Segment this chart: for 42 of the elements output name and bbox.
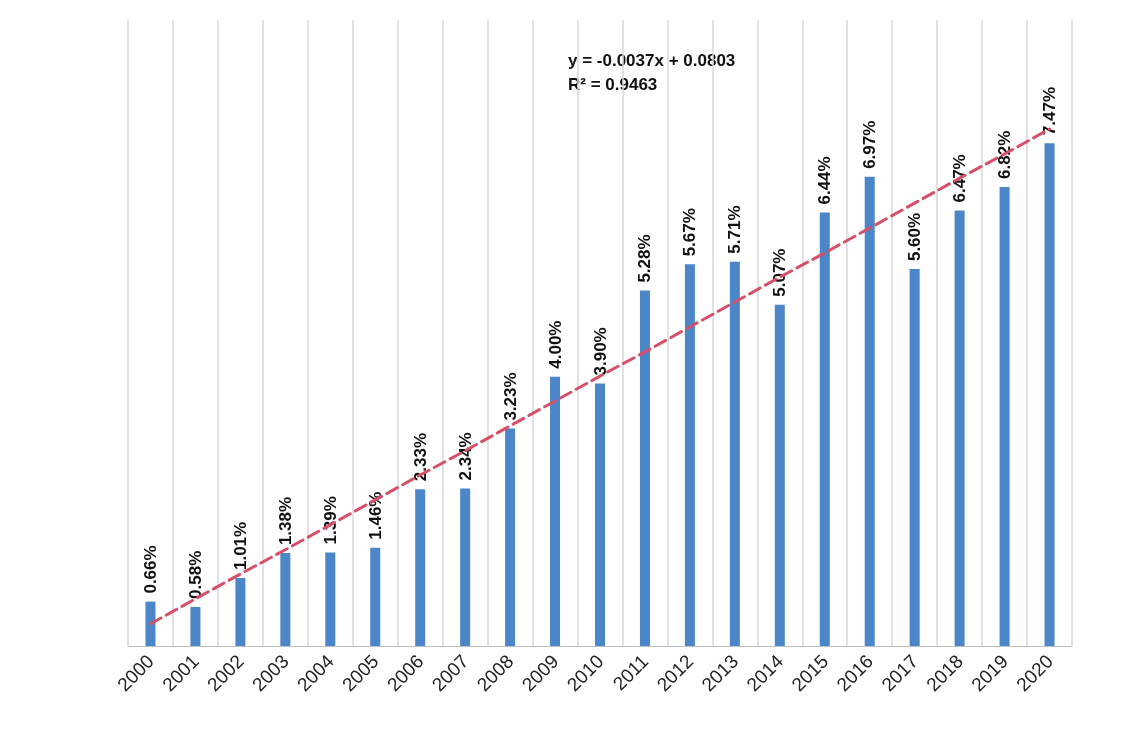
data-label: 4.00% <box>545 320 565 369</box>
data-label: 6.47% <box>950 154 970 203</box>
data-label: 2.33% <box>410 432 430 482</box>
bar <box>280 553 291 646</box>
bar <box>639 290 650 646</box>
data-label: 5.67% <box>680 208 700 257</box>
bar <box>505 428 516 646</box>
bar <box>235 578 246 646</box>
bar <box>595 383 605 646</box>
bar <box>460 488 471 646</box>
data-label: 5.60% <box>905 212 925 262</box>
bar <box>999 186 1010 646</box>
bar <box>370 547 381 646</box>
data-label: 2.34% <box>455 432 475 481</box>
data-label: 6.82% <box>995 130 1015 179</box>
data-label: 6.44% <box>815 156 835 205</box>
bar <box>1044 143 1055 646</box>
bar <box>190 606 201 646</box>
bar <box>684 264 695 646</box>
data-label: 1.01% <box>230 521 250 571</box>
bar <box>819 212 830 646</box>
data-label: 7.47% <box>1040 86 1060 136</box>
data-label: 5.71% <box>725 205 745 254</box>
bar <box>864 176 875 646</box>
bar <box>145 601 156 646</box>
data-label: 3.23% <box>500 372 520 421</box>
data-label: 0.58% <box>185 550 205 599</box>
bar <box>774 304 785 646</box>
bar <box>415 489 426 646</box>
annotation: R² = 0.9463 <box>568 75 658 94</box>
data-label: 5.07% <box>770 248 790 297</box>
bar <box>954 210 965 646</box>
bar <box>550 376 561 646</box>
data-label: 3.90% <box>590 327 610 376</box>
bar <box>909 269 920 646</box>
data-label: 6.97% <box>860 120 880 169</box>
data-label: 0.66% <box>140 545 160 594</box>
annotation: y = -0.0037x + 0.0803 <box>568 51 736 70</box>
bar <box>325 552 336 646</box>
data-label: 5.28% <box>635 234 655 283</box>
data-label: 1.38% <box>275 496 295 546</box>
bar <box>729 261 740 646</box>
